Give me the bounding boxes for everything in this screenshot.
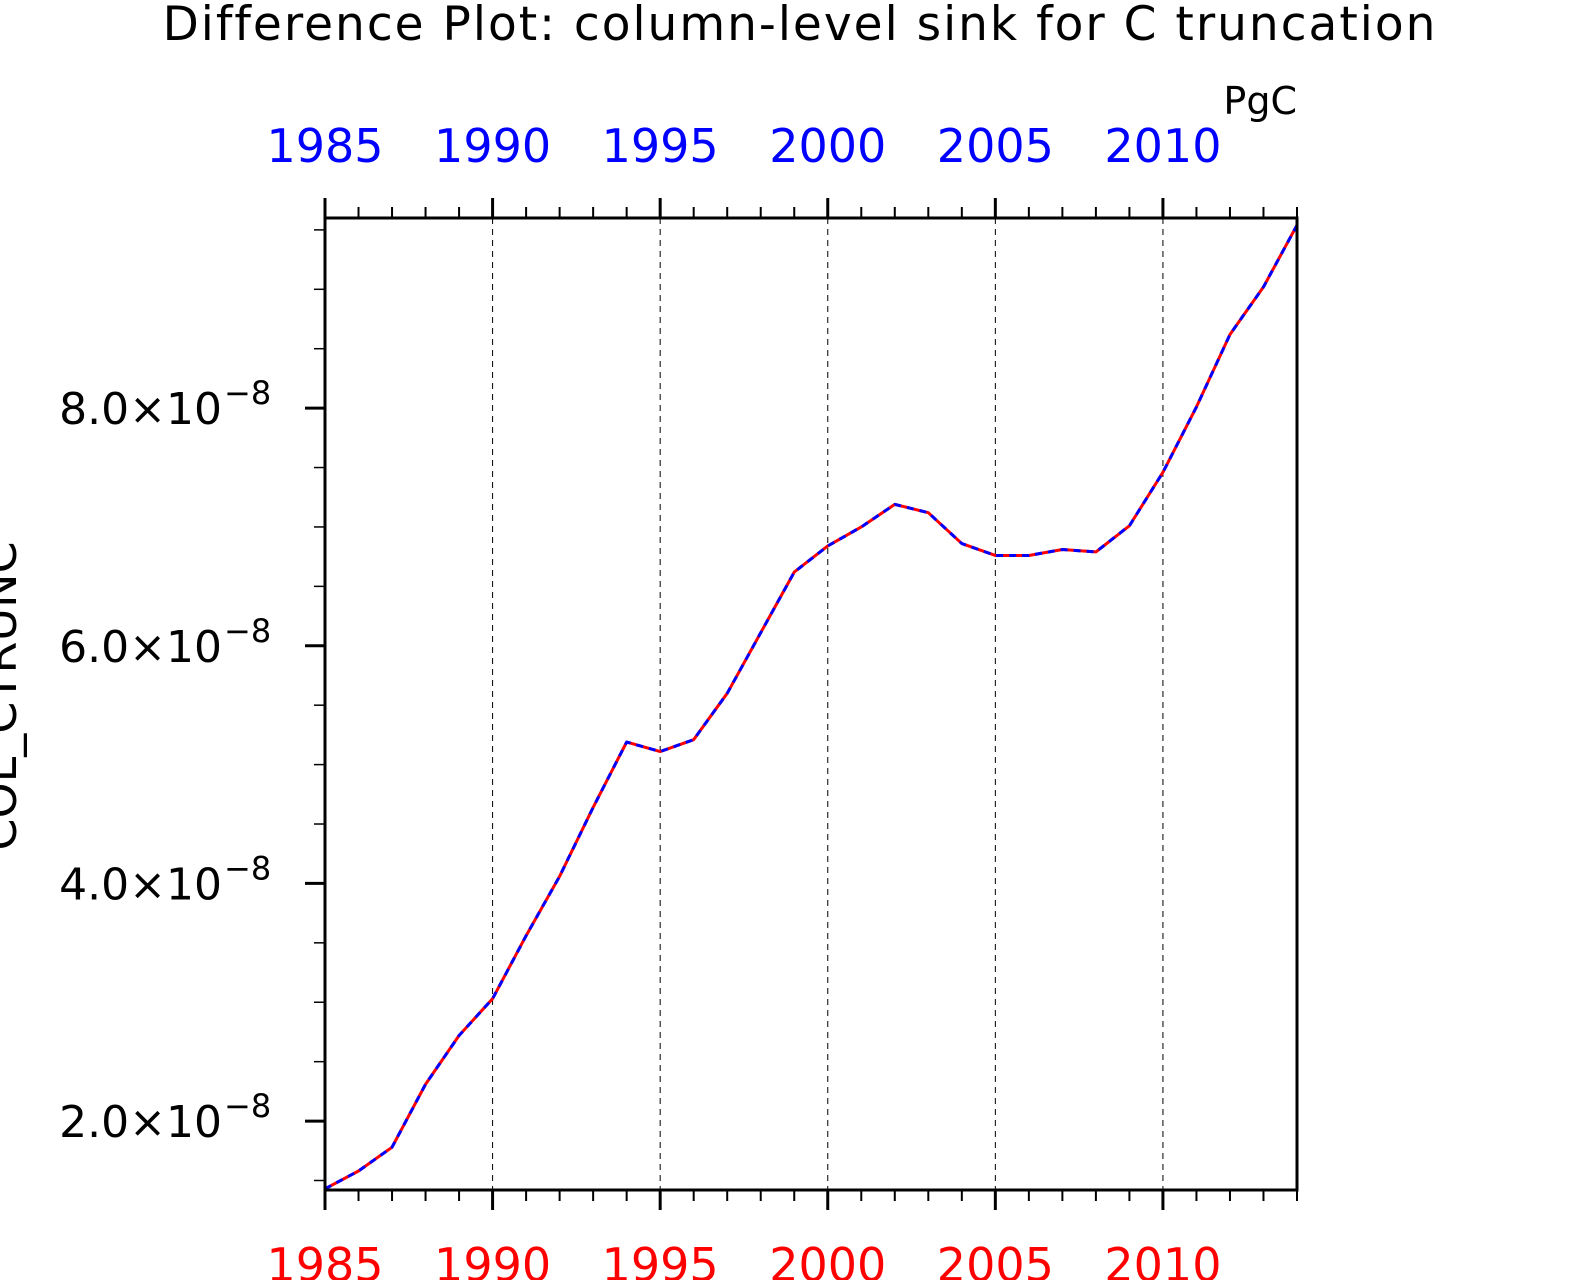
y-tick-label-exponent: −8 xyxy=(224,1087,271,1125)
major-ticks xyxy=(305,198,1165,1210)
y-axis-labels: 2.0×10 −84.0×10 −86.0×10 −88.0×10 −8 xyxy=(59,374,271,1148)
series-line xyxy=(324,224,1299,1191)
y-axis-title: COL_CTRUNC xyxy=(0,541,27,850)
x-tick-label-top: 1990 xyxy=(434,119,551,173)
x-tick-label-top: 2000 xyxy=(769,119,886,173)
x-tick-label-bottom: 1985 xyxy=(266,1238,383,1280)
y-tick-label-exponent: −8 xyxy=(224,849,271,887)
x-tick-label-top: 2005 xyxy=(937,119,1054,173)
minor-ticks xyxy=(314,207,1298,1201)
y-tick-label: 2.0×10 xyxy=(59,1097,222,1148)
x-tick-label-top: 1985 xyxy=(266,119,383,173)
units-label: PgC xyxy=(1223,79,1297,123)
x-tick-label-bottom: 2005 xyxy=(937,1238,1054,1280)
x-axis-labels-bottom: 1985 1990 1995 2000 2005 2010 xyxy=(266,1238,1221,1280)
series-lines xyxy=(324,224,1299,1191)
y-tick-label: 6.0×10 xyxy=(59,622,222,673)
y-tick-label-exponent: −8 xyxy=(224,374,271,412)
grid-lines xyxy=(492,218,1164,1190)
x-tick-label-top: 2010 xyxy=(1104,119,1221,173)
series-line xyxy=(324,224,1299,1191)
y-tick-label: 4.0×10 xyxy=(59,859,222,910)
plot-frame xyxy=(323,216,1299,1192)
y-tick-label-exponent: −8 xyxy=(224,612,271,650)
x-tick-label-bottom: 2000 xyxy=(769,1238,886,1280)
x-tick-label-bottom: 1995 xyxy=(602,1238,719,1280)
y-tick-label: 8.0×10 xyxy=(59,384,222,435)
x-axis-labels-top: 1985 1990 1995 2000 2005 2010 xyxy=(266,119,1221,173)
x-tick-label-bottom: 1990 xyxy=(434,1238,551,1280)
x-tick-label-bottom: 2010 xyxy=(1104,1238,1221,1280)
chart-title: Difference Plot: column-level sink for C… xyxy=(163,0,1438,52)
x-tick-label-top: 1995 xyxy=(602,119,719,173)
